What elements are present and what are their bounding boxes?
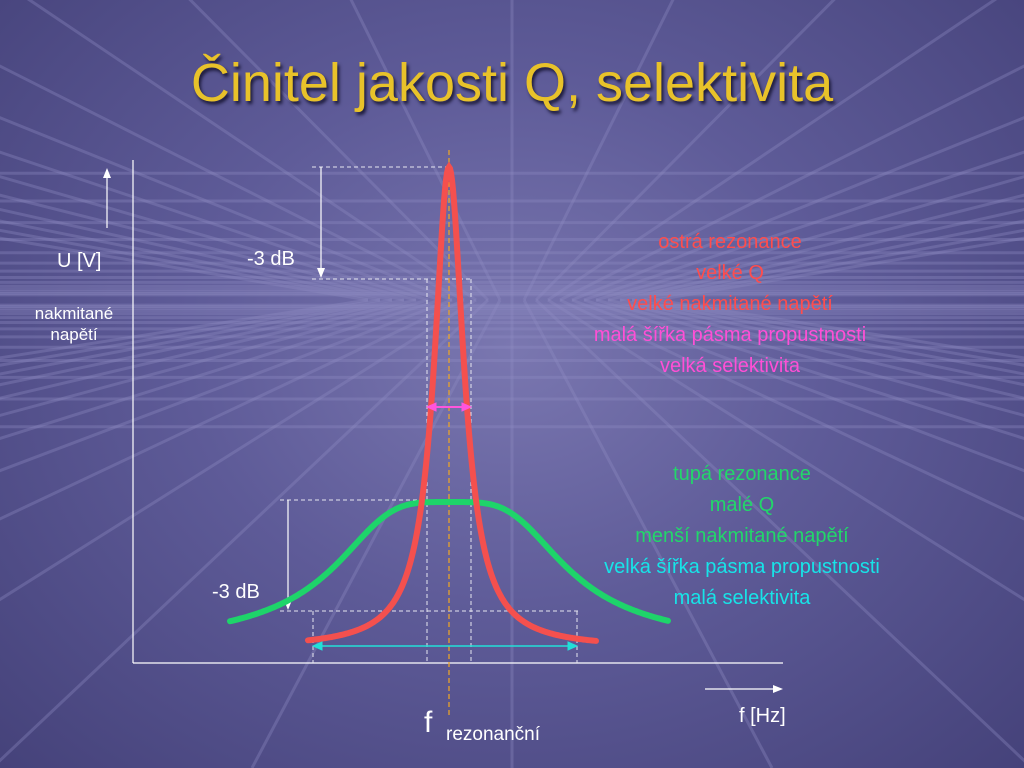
slide-title: Činitel jakosti Q, selektivita	[190, 53, 834, 113]
blunt-description-line: malé Q	[709, 494, 775, 516]
y-sublabel-line-1: nakmitané	[34, 304, 114, 323]
blunt-3db-label: -3 dB	[212, 581, 260, 603]
blunt-description-line: tupá rezonance	[673, 463, 811, 485]
sharp-description-line: ostrá rezonance	[658, 231, 802, 253]
resonant-frequency-subscript: rezonanční	[446, 724, 541, 745]
blunt-3db-arrow	[284, 500, 292, 610]
sharp-description-line: malá šířka pásma propustnosti	[593, 324, 867, 346]
y-axis-label: U [V]	[57, 250, 102, 272]
blunt-description-line: malá selektivita	[673, 587, 811, 609]
blunt-description-line: velká šířka pásma propustnosti	[604, 556, 880, 578]
wide-bandwidth-arrow	[311, 641, 579, 651]
resonant-frequency-label: f	[424, 706, 433, 739]
y-sublabel-line-2: napětí	[50, 325, 98, 344]
sharp-resonance-curve	[305, 161, 599, 644]
sharp-description-line: velké Q	[696, 262, 764, 284]
blunt-description-line: menší nakmitané napětí	[635, 525, 849, 547]
x-axis-label: f [Hz]	[739, 705, 786, 727]
y-axis-sublabel: nakmitané napětí	[20, 303, 128, 345]
blunt-resonance-curve	[227, 499, 671, 625]
sharp-description-line: velká selektivita	[659, 355, 801, 377]
sharp-description-line: velké nakmitané napětí	[627, 293, 833, 315]
y-direction-arrow	[103, 168, 111, 228]
blunt-resonance-description: tupá rezonance malé Q menší nakmitané napě…	[552, 459, 932, 614]
sharp-3db-arrow	[317, 167, 325, 278]
x-direction-arrow	[705, 685, 783, 693]
sharp-3db-label: -3 dB	[247, 248, 295, 270]
narrow-bandwidth-arrow	[425, 402, 473, 412]
sharp-resonance-description: ostrá rezonance velké Q velké nakmitané na…	[540, 227, 920, 382]
